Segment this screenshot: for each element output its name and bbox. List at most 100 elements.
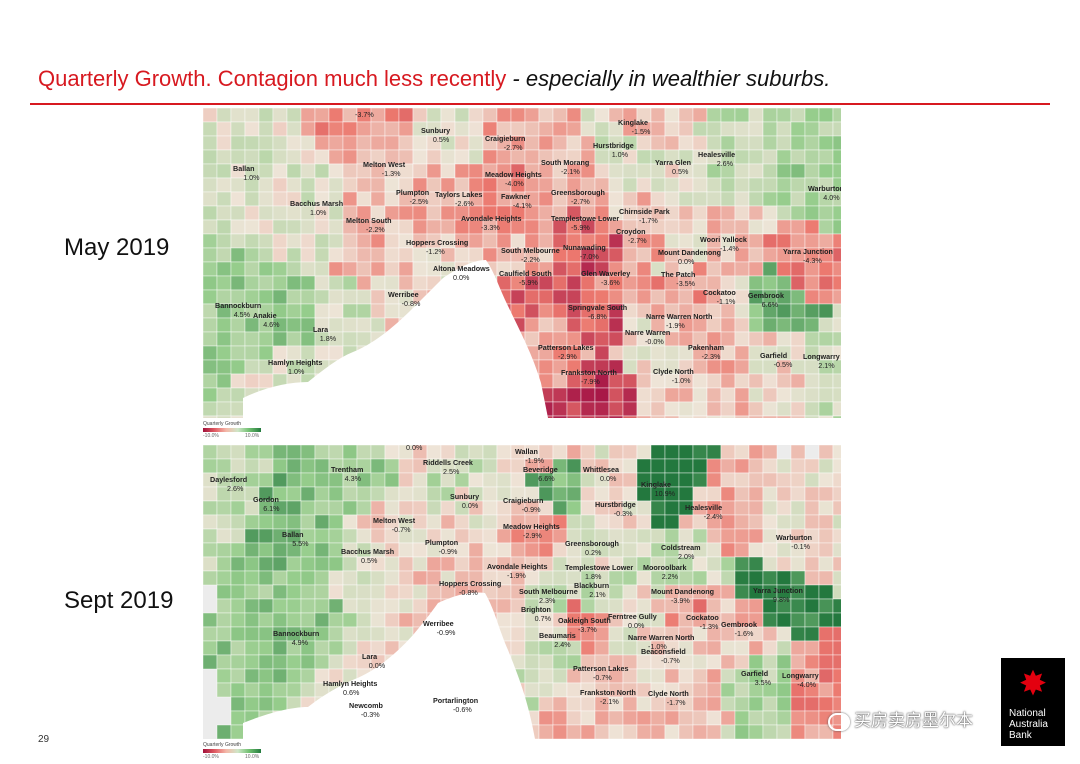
region-cell [258,177,274,193]
suburb-label[interactable]: Meadow Heights-4.0% [485,170,542,188]
suburb-label[interactable]: 0.0% [406,445,423,452]
suburb-label[interactable]: Wallan-1.9% [515,447,545,465]
suburb-label[interactable]: Avondale Heights-3.3% [461,214,521,232]
suburb-label[interactable]: Avondale Heights-1.9% [487,562,547,580]
suburb-label[interactable]: Fawkner-4.1% [501,192,532,210]
suburb-label[interactable]: Templestowe Lower-5.9% [551,214,619,232]
suburb-label[interactable]: Yarra Junction-4.3% [783,247,833,265]
suburb-label[interactable]: Melton South-2.2% [346,216,392,234]
suburb-label[interactable]: -3.7% [355,110,374,119]
suburb-label[interactable]: Meadow Heights-2.9% [503,522,560,540]
suburb-label[interactable]: Hoppers Crossing-1.2% [406,238,468,256]
suburb-label[interactable]: The Patch-3.5% [661,270,696,288]
choropleth-map-may[interactable]: -3.7% Sunbury 0.5% Craigieburn -2.7% Kinglake… [203,108,841,418]
suburb-label[interactable]: Warburton-0.1% [776,533,812,551]
suburb-label[interactable]: Plumpton-2.5% [396,188,429,206]
suburb-label[interactable]: Beaconsfield-0.7% [641,647,686,665]
suburb-label[interactable]: Craigieburn-0.9% [503,496,543,514]
suburb-label[interactable]: Croydon-2.7% [616,227,647,245]
region-cell [510,640,526,656]
suburb-label[interactable]: Healesville-2.4% [685,503,723,521]
suburb-label[interactable]: Melton West-0.7% [373,516,416,534]
suburb-label[interactable]: Werribee-0.9% [423,619,456,637]
suburb-label[interactable]: Portarlington-0.6% [433,696,478,714]
suburb-label[interactable]: Narre Warren North-1.9% [646,312,712,330]
suburb-label[interactable]: Narre Warren North-1.0% [628,633,694,651]
suburb-label[interactable]: Gembrook-1.6% [721,620,757,638]
suburb-label[interactable]: Kinglake-1.5% [618,118,651,136]
suburb-label[interactable]: Werribee-0.8% [388,290,421,308]
suburb-label[interactable]: Patterson Lakes-2.9% [538,343,594,361]
suburb-label[interactable]: Chirnside Park-1.7% [619,207,670,225]
suburb-label[interactable]: Cockatoo-1.3% [686,613,719,631]
suburb-label[interactable]: Garfield-0.5% [760,351,793,369]
suburb-label[interactable]: Melton West-1.3% [363,160,406,178]
suburb-label[interactable]: Mount Dandenong-3.9% [651,587,714,605]
suburb-label[interactable]: Springvale South-6.8% [568,303,627,321]
suburb-label[interactable]: Glen Waverley-3.6% [581,269,630,287]
suburb-label[interactable]: Caulfield South-5.9% [499,269,552,287]
suburb-label[interactable]: Taylors Lakes-2.6% [435,190,482,208]
suburb-label[interactable]: Frankston North-2.1% [580,688,636,706]
suburb-label[interactable]: Plumpton-0.9% [425,538,458,556]
suburb-label[interactable]: Narre Warren-0.0% [625,328,670,346]
suburb-label[interactable]: Greensborough-2.7% [551,188,605,206]
suburb-label[interactable]: Craigieburn-2.7% [485,134,525,152]
suburb-label[interactable]: South Melbourne-2.2% [501,246,560,264]
suburb-label[interactable]: Woori Yallock-1.4% [700,235,747,253]
suburb-label[interactable]: Nunawading-7.0% [563,243,606,261]
suburb-label[interactable]: Clyde North-1.7% [648,689,689,707]
suburb-label[interactable]: Newcomb-0.3% [349,701,384,719]
suburb-label[interactable]: Hurstbridge-0.3% [595,500,636,518]
choropleth-map-sept[interactable]: 0.0% Wallan -1.9% Riddells Creek 2.5% Beverid… [203,445,841,739]
suburb-label[interactable]: South Morang-2.1% [541,158,589,176]
suburb-label[interactable]: Patterson Lakes-0.7% [573,664,629,682]
suburb-label[interactable]: Cockatoo-1.1% [703,288,736,306]
suburb-label[interactable]: Clyde North-1.0% [653,367,694,385]
suburb-label[interactable]: Longwarry-4.0% [782,671,819,689]
suburb-label[interactable]: Frankston North-7.9% [561,368,617,386]
suburb-label[interactable]: Pakenham-2.3% [688,343,724,361]
suburb-label[interactable]: Hoppers Crossing-0.8% [439,579,501,597]
suburb-label[interactable]: Oakleigh South-3.7% [558,616,611,634]
